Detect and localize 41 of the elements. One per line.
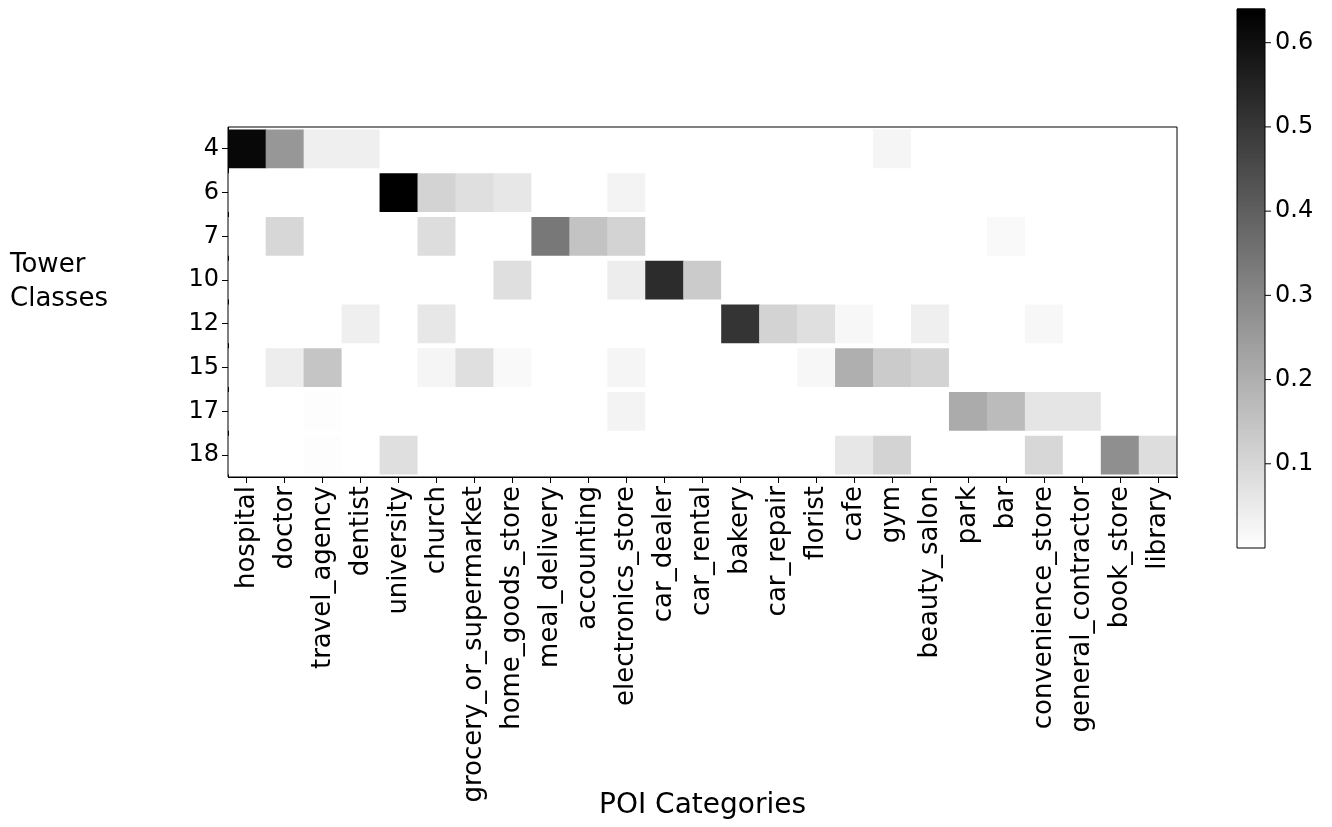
- color-bar-label: 0.5: [1275, 111, 1314, 140]
- x-axis-title: POI Categories: [598, 787, 807, 821]
- x-tick-label: general_contractor: [1064, 485, 1095, 733]
- x-tick-label: park: [950, 486, 981, 545]
- color-bar-label: 0.2: [1275, 363, 1314, 392]
- y-tick-label: 7: [203, 220, 219, 249]
- x-tick-label: home_goods_store: [495, 486, 526, 730]
- x-tick-label: gym: [875, 486, 906, 544]
- y-tick-label: 15: [188, 351, 219, 380]
- y-tick-label: 17: [188, 395, 219, 424]
- color-bar-label: 0.3: [1275, 279, 1314, 308]
- x-tick-label: university: [381, 486, 412, 615]
- x-tick-label: doctor: [267, 485, 298, 570]
- x-tick-label: convenience_store: [1026, 486, 1057, 730]
- color-bar-label: 0.4: [1275, 195, 1314, 224]
- y-tick-label: 4: [203, 133, 219, 162]
- x-tick-label: car_rental: [685, 486, 716, 616]
- y-tick-label: 12: [188, 308, 219, 337]
- x-tick-label: travel_agency: [305, 486, 336, 670]
- x-tick-label: dentist: [343, 486, 374, 577]
- x-tick-label: beauty_salon: [913, 486, 944, 659]
- color-bar-label: 0.6: [1275, 26, 1314, 55]
- y-tick-label: 18: [188, 439, 219, 468]
- x-tick-label: library: [1140, 486, 1171, 570]
- x-tick-label: florist: [799, 486, 830, 560]
- x-tick-label: hospital: [229, 486, 260, 590]
- x-tick-label: cafe: [837, 486, 868, 542]
- x-tick-label: accounting: [571, 486, 602, 630]
- x-tick-label: church: [419, 486, 450, 575]
- x-tick-label: car_dealer: [647, 485, 678, 623]
- x-tick-label: grocery_or_supermarket: [457, 486, 488, 803]
- x-tick-label: car_repair: [761, 485, 792, 617]
- x-tick-label: bakery: [723, 486, 754, 575]
- x-tick-label: electronics_store: [609, 486, 640, 707]
- x-tick-label: meal_delivery: [533, 486, 564, 668]
- y-axis-title: Tower Classes: [9, 247, 108, 312]
- color-bar-label: 0.1: [1275, 448, 1314, 477]
- x-tick-label: bar: [988, 485, 1019, 530]
- y-tick-label: 6: [203, 176, 219, 205]
- x-tick-label: book_store: [1102, 486, 1133, 629]
- y-tick-label: 10: [188, 264, 219, 293]
